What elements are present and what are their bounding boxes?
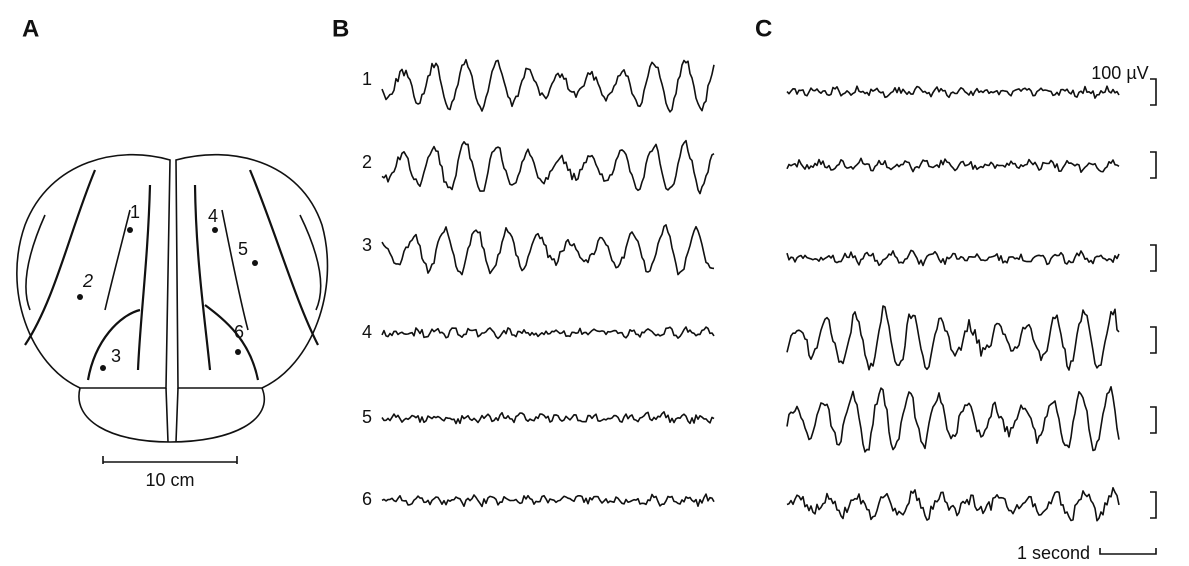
eeg-trace [381,58,715,113]
trace-label: 2 [362,152,372,172]
eeg-trace [381,326,715,340]
amplitude-label: 100 µV [1091,63,1148,83]
electrode-label: 2 [82,271,93,291]
trace-label: 3 [362,235,372,255]
trace-label: 5 [362,407,372,427]
trace-label: 4 [362,322,372,342]
eeg-trace [381,493,715,508]
panel-label: A [22,15,39,42]
brain-outline [16,153,329,443]
panel-label: C [755,15,772,42]
time-label: 1 second [1017,543,1090,563]
panel-label: B [332,15,349,42]
traces [381,58,1157,522]
calibration-bracket [1150,244,1157,272]
electrode-label: 1 [130,202,140,222]
trace-label: 6 [362,489,372,509]
eeg-trace [786,157,1120,173]
electrode-label: 4 [208,206,218,226]
eeg-trace [786,305,1120,371]
eeg-trace [381,411,715,425]
calibration-bracket [1150,326,1157,354]
calibration-bracket [1150,406,1157,434]
calibration-bracket [1150,78,1157,106]
eeg-trace [786,249,1120,267]
electrode-label: 3 [111,346,121,366]
eeg-trace [786,386,1120,453]
eeg-trace [381,224,715,276]
eeg-trace [786,85,1120,99]
eeg-trace [786,487,1120,522]
electrode-label: 5 [238,239,248,259]
calibration-bracket [1150,491,1157,519]
time-bar [1099,548,1157,555]
eeg-trace [381,139,715,195]
calibration-bracket [1150,151,1157,179]
trace-label: 1 [362,69,372,89]
electrode-label: 6 [234,322,244,342]
scale-label: 10 cm [145,470,194,490]
